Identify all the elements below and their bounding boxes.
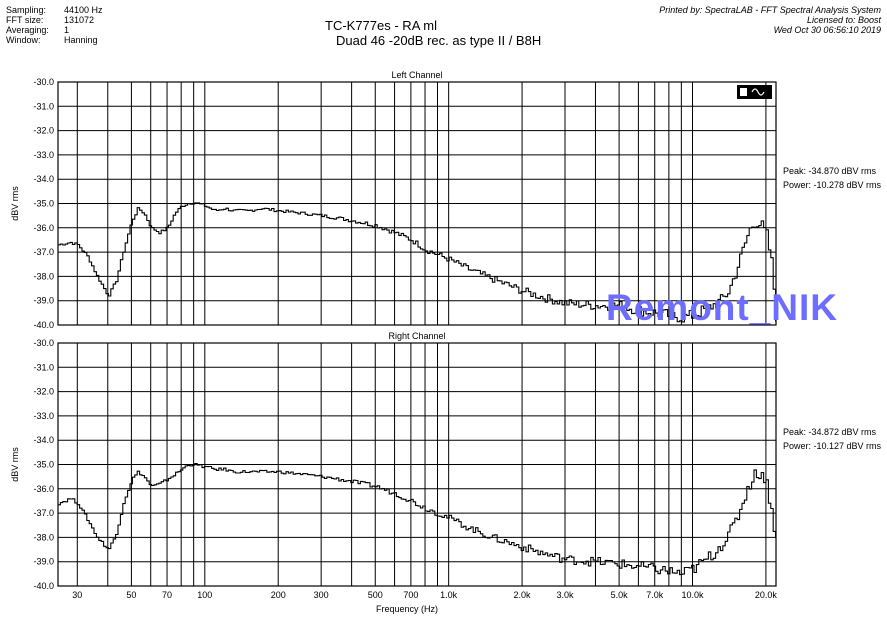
chart-subtitle: Duad 46 -20dB rec. as type II / B8H (336, 33, 542, 48)
y-tick-label: -38.0 (33, 532, 54, 542)
y-tick-label: -39.0 (33, 557, 54, 567)
setting-label: Averaging: (6, 25, 49, 35)
left-peak: Peak: -34.870 dBV rms (783, 166, 877, 176)
chart-title: TC-K777es - RA ml (325, 18, 437, 33)
y-tick-label: -30.0 (33, 338, 54, 348)
y-tick-label: -33.0 (33, 150, 54, 160)
y-tick-label: -36.0 (33, 484, 54, 494)
y-tick-label: -31.0 (33, 362, 54, 372)
left-power: Power: -10.278 dBV rms (783, 180, 882, 190)
series-line (58, 462, 777, 576)
x-tick-label: 7.0k (646, 590, 664, 600)
x-tick-label: 10.0k (681, 590, 704, 600)
setting-label: FFT size: (6, 15, 44, 25)
y-tick-label: -35.0 (33, 460, 54, 470)
analysis-settings: Sampling: 44100 Hz FFT size: 131072 Averag… (6, 5, 103, 45)
watermark: Remont_NIK (606, 287, 839, 328)
x-tick-label: 300 (314, 590, 329, 600)
right-peak: Peak: -34.872 dBV rms (783, 427, 877, 437)
x-tick-label: 700 (403, 590, 418, 600)
y-axis-label: dBV rms (10, 447, 20, 482)
setting-value: Hanning (64, 35, 98, 45)
y-tick-label: -40.0 (33, 320, 54, 330)
left-channel-stats: Peak: -34.870 dBV rms Power: -10.278 dBV… (783, 164, 881, 192)
y-tick-label: -40.0 (33, 581, 54, 591)
print-info: Printed by: SpectraLAB - FFT Spectral An… (659, 5, 881, 35)
y-tick-label: -35.0 (33, 199, 54, 209)
series-line (58, 202, 777, 323)
x-axis-label: Frequency (Hz) (376, 604, 438, 614)
x-tick-label: 70 (162, 590, 172, 600)
y-tick-label: -31.0 (33, 101, 54, 111)
logo-mark (740, 88, 747, 96)
y-tick-label: -32.0 (33, 387, 54, 397)
y-tick-label: -37.0 (33, 508, 54, 518)
x-tick-label: 2.0k (514, 590, 532, 600)
x-tick-label: 1.0k (440, 590, 458, 600)
x-tick-label: 200 (271, 590, 286, 600)
y-tick-label: -34.0 (33, 174, 54, 184)
printed-by: Printed by: SpectraLAB - FFT Spectral An… (659, 5, 881, 15)
x-tick-label: 3.0k (556, 590, 574, 600)
x-tick-label: 30 (72, 590, 82, 600)
x-tick-label: 20.0k (755, 590, 778, 600)
y-tick-label: -34.0 (33, 435, 54, 445)
y-tick-label: -30.0 (33, 77, 54, 87)
x-tick-label: 50 (126, 590, 136, 600)
setting-value: 44100 Hz (64, 5, 103, 15)
right-power: Power: -10.127 dBV rms (783, 441, 882, 451)
setting-row: Averaging: 1 (6, 25, 103, 35)
panel-title: Left Channel (391, 70, 442, 80)
setting-value: 131072 (64, 15, 95, 25)
setting-label: Sampling: (6, 5, 47, 15)
y-tick-label: -36.0 (33, 223, 54, 233)
panel-title: Right Channel (388, 331, 445, 341)
y-tick-label: -39.0 (33, 296, 54, 306)
setting-row: Sampling: 44100 Hz (6, 5, 103, 15)
y-tick-label: -37.0 (33, 247, 54, 257)
y-tick-label: -38.0 (33, 271, 54, 281)
licensed-to: Licensed to: Boost (806, 15, 881, 25)
x-tick-label: 5.0k (611, 590, 629, 600)
y-axis-label: dBV rms (10, 186, 20, 221)
print-date: Wed Oct 30 06:56:10 2019 (773, 25, 881, 35)
right-channel-stats: Peak: -34.872 dBV rms Power: -10.127 dBV… (783, 425, 881, 453)
wave-icon (751, 88, 765, 96)
setting-label: Window: (6, 35, 41, 45)
x-tick-label: 500 (368, 590, 383, 600)
x-tick-label: 100 (197, 590, 212, 600)
y-tick-label: -33.0 (33, 411, 54, 421)
y-tick-label: -32.0 (33, 126, 54, 136)
setting-row: Window: Hanning (6, 35, 103, 45)
setting-value: 1 (64, 25, 70, 35)
setting-row: FFT size: 131072 (6, 15, 103, 25)
